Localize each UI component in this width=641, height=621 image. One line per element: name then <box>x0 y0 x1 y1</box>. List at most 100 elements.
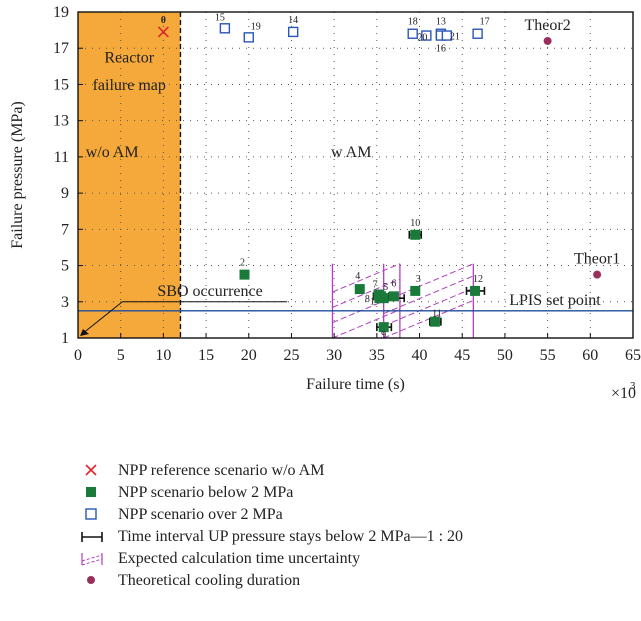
x-tick-label: 35 <box>369 347 385 364</box>
point-label: 11 <box>432 309 442 320</box>
x-tick-label: 10 <box>155 347 171 364</box>
y-tick-label: 9 <box>61 185 69 202</box>
y-tick-label: 5 <box>61 258 69 275</box>
point-label: 8 <box>365 294 370 305</box>
legend-label: NPP reference scenario w/o AM <box>118 462 325 479</box>
interval-bar-icon <box>81 532 103 542</box>
open-square-icon <box>85 508 97 520</box>
point-label: 5 <box>383 282 388 293</box>
marker-below-2mpa <box>388 291 399 302</box>
dot-marker-icon <box>87 576 95 584</box>
legend-label: Time interval UP pressure stays below 2 … <box>118 528 464 545</box>
marker-below-2mpa <box>354 284 365 295</box>
marker-over-2mpa <box>243 32 254 43</box>
marker-below-2mpa <box>373 289 384 300</box>
point-label: 14 <box>288 15 298 26</box>
x-tick-label: 55 <box>540 347 556 364</box>
y-tick-label: 11 <box>54 149 69 166</box>
x-marker-icon <box>85 464 97 476</box>
point-label: 12 <box>473 274 483 285</box>
legend-label: NPP scenario over 2 MPa <box>118 506 283 523</box>
uncertainty-hatch-line <box>332 309 401 338</box>
point-label: 13 <box>436 17 446 28</box>
legend-label: Theoretical cooling duration <box>118 572 301 589</box>
legend-item-reference: NPP reference scenario w/o AM <box>80 460 620 482</box>
uncertainty-hatch-line <box>383 299 474 338</box>
y-tick-label: 17 <box>53 40 69 57</box>
marker-over-2mpa <box>441 30 453 41</box>
point-label: Theor1 <box>574 251 620 268</box>
point-label: 4 <box>355 271 360 282</box>
reactor-failure-map-region <box>78 12 181 338</box>
marker-below-2mpa <box>410 285 421 296</box>
marker-below-2mpa <box>470 285 481 296</box>
point-label: 1 <box>370 297 375 308</box>
uncertainty-hatch-line <box>332 278 401 308</box>
uncertainty-hatch-line <box>383 287 474 327</box>
filled-square-icon <box>86 487 96 497</box>
uncertainty-hatch-line <box>383 263 474 302</box>
uncertainty-hatch-line <box>332 263 401 293</box>
legend-item-below-2mpa: NPP scenario below 2 MPa <box>80 482 620 504</box>
x-tick-label: 50 <box>497 347 513 364</box>
y-tick-label: 7 <box>61 221 69 238</box>
legend-item-over-2mpa: NPP scenario over 2 MPa <box>80 504 620 526</box>
sbo-arrowhead <box>80 329 89 336</box>
point-label: 10 <box>410 218 420 229</box>
marker-below-2mpa <box>429 316 440 327</box>
hatch-box-icon <box>81 553 103 566</box>
x-tick-label: 5 <box>117 347 125 364</box>
x-tick-label: 0 <box>74 347 82 364</box>
marker-theoretical <box>543 36 552 45</box>
point-label: 17 <box>480 17 490 28</box>
y-tick-label: 19 <box>53 4 69 21</box>
marker-over-2mpa <box>219 23 231 34</box>
y-tick-label: 13 <box>53 113 69 130</box>
x-tick-label: 65 <box>625 347 641 364</box>
point-label: 3 <box>416 274 421 285</box>
legend: NPP reference scenario w/o AM NPP scenar… <box>80 460 620 592</box>
plot-frame <box>77 11 634 339</box>
y-tick-label: 3 <box>61 294 69 311</box>
marker-over-2mpa <box>472 28 483 39</box>
marker-below-2mpa <box>378 322 389 333</box>
marker-over-2mpa <box>407 28 418 39</box>
x-tick-label: 30 <box>326 347 342 364</box>
uncertainty-hatch-line <box>383 275 474 315</box>
legend-item-uncertainty: Expected calculation time uncertainty <box>80 548 620 570</box>
point-label: 7 <box>373 279 378 290</box>
marker-theoretical <box>593 270 602 279</box>
x-axis-multiplier: ×10 <box>611 385 636 402</box>
x-tick-label: 45 <box>454 347 470 364</box>
point-label: 18 <box>408 17 418 28</box>
wo-am-label: w/o AM <box>86 144 139 161</box>
point-label: 20 <box>417 33 427 44</box>
legend-label: Expected calculation time uncertainty <box>118 550 361 567</box>
y-axis-title: Failure pressure (MPa) <box>9 101 26 249</box>
x-tick-label: 40 <box>412 347 428 364</box>
marker-below-2mpa <box>410 229 421 240</box>
y-tick-label: 15 <box>53 76 69 93</box>
x-axis-title: Failure time (s) <box>306 376 405 393</box>
x-axis-multiplier-exponent: 3 <box>630 380 636 392</box>
legend-label: NPP scenario below 2 MPa <box>118 484 294 501</box>
sbo-occurrence-label: SBO occurrence <box>157 283 262 300</box>
legend-item-theoretical: Theoretical cooling duration <box>80 570 620 592</box>
w-am-label: w AM <box>331 144 371 161</box>
point-label: 15 <box>215 12 225 23</box>
point-label: 21 <box>450 32 460 43</box>
marker-over-2mpa <box>421 30 432 41</box>
sbo-arrow-line <box>81 301 123 335</box>
point-label: 9 <box>381 330 386 341</box>
y-tick-label: 1 <box>61 330 69 347</box>
marker-over-2mpa <box>287 26 299 38</box>
x-tick-label: 15 <box>198 347 214 364</box>
point-label: 2 <box>240 258 245 269</box>
x-tick-label: 60 <box>582 347 598 364</box>
plot-area: LPIS set point SBO occurrence Reactor failu… <box>9 4 641 402</box>
point-label: 16 <box>436 44 446 55</box>
point-label: Theor2 <box>525 17 571 34</box>
point-label: 6 <box>391 278 396 289</box>
uncertainty-hatch-line <box>332 293 401 324</box>
